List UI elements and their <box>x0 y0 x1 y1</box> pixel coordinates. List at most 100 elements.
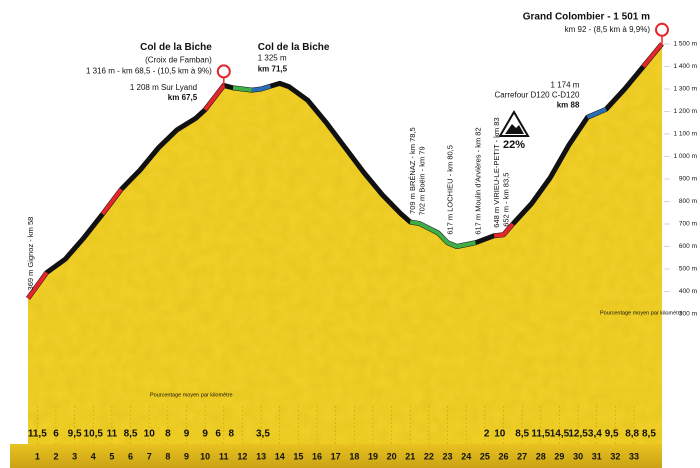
x-tick-label: 18 <box>349 451 359 461</box>
summit-annotation: Col de la Biche <box>140 42 212 53</box>
x-tick-label: 26 <box>498 451 508 461</box>
x-tick-label: 29 <box>554 451 564 461</box>
x-tick-label: 32 <box>610 451 620 461</box>
gradient-label: 11,5 <box>531 429 550 440</box>
km-band <box>10 444 662 468</box>
gradient-label: 12,5 <box>568 429 588 440</box>
x-tick-label: 14 <box>275 451 285 461</box>
summit-annotation: 1 316 m - km 68,5 - (10,5 km à 9%) <box>86 67 212 76</box>
ridge-segment <box>586 107 607 120</box>
x-tick-label: 23 <box>443 451 453 461</box>
x-tick-label: 12 <box>237 451 247 461</box>
x-tick-label: 21 <box>405 451 415 461</box>
y-tick-label: 500 m <box>679 266 697 273</box>
x-tick-label: 19 <box>368 451 378 461</box>
vertical-annotation: 709 m BRÉNAZ - km 78,5 <box>408 127 417 214</box>
gradient-label: 10 <box>494 429 506 440</box>
gradient-label: 9,5 <box>68 429 82 440</box>
gradient-label: 10,5 <box>84 429 104 440</box>
gradient-label: 11 <box>107 429 118 440</box>
x-tick-label: 9 <box>184 451 189 461</box>
gradient-label: 8 <box>165 429 171 440</box>
y-tick-label: 1 300 m <box>674 86 698 93</box>
gradient-label: 9 <box>184 429 190 440</box>
summit-icon <box>655 22 669 37</box>
gradient-label: 8 <box>228 429 234 440</box>
vertical-annotation: 652 m - km 83,5 <box>501 173 510 227</box>
annotation: km 88 <box>557 100 580 109</box>
x-tick-label: 31 <box>592 451 602 461</box>
gradient-label: 8,5 <box>515 429 529 440</box>
y-tick-label: 1 000 m <box>674 153 698 160</box>
x-tick-label: 28 <box>536 451 546 461</box>
ridge-segment <box>203 84 226 111</box>
sign-label: 22% <box>503 139 525 151</box>
x-tick-label: 30 <box>573 451 583 461</box>
x-tick-label: 13 <box>256 451 266 461</box>
y-tick-label: 300 m <box>679 311 697 318</box>
gradient-sign: 22% <box>498 110 530 151</box>
summit-annotation: km 92 - (8,5 km à 9,9%) <box>565 25 651 34</box>
x-tick-label: 1 <box>35 451 40 461</box>
y-tick-label: 1 500 m <box>674 41 698 48</box>
x-tick-label: 5 <box>109 451 114 461</box>
x-tick-label: 10 <box>200 451 210 461</box>
y-tick-label: 900 m <box>679 176 697 183</box>
annotation: km 71,5 <box>258 64 288 73</box>
y-tick-label: 400 m <box>679 288 697 295</box>
annotation: km 67,5 <box>168 93 198 102</box>
vertical-annotation: 617 m LOCHIEU - km 80,5 <box>446 145 455 235</box>
vertical-annotation: 369 m Gignoz - km 58 <box>26 217 35 291</box>
summit-icon <box>216 64 231 79</box>
summit-annotation: Grand Colombier - 1 501 m <box>523 11 650 22</box>
x-tick-label: 2 <box>53 451 58 461</box>
ridge-segment <box>493 222 515 238</box>
x-tick-label: 11 <box>219 451 229 461</box>
gradient-label: 9,5 <box>605 429 619 440</box>
x-tick-label: 33 <box>629 451 639 461</box>
gradient-label: 8,8 <box>625 429 639 440</box>
annotation: Col de la Biche <box>258 42 330 53</box>
x-tick-label: 3 <box>72 451 77 461</box>
x-tick-label: 15 <box>293 451 303 461</box>
ridge-segment <box>409 220 476 249</box>
y-tick-label: 600 m <box>679 243 697 250</box>
gradient-label: 11,5 <box>28 429 47 440</box>
gradient-label: 8,5 <box>642 429 656 440</box>
x-tick-label: 6 <box>128 451 133 461</box>
x-tick-label: 16 <box>312 451 322 461</box>
gradient-label: 10 <box>144 429 156 440</box>
y-tick-label: 800 m <box>679 198 697 205</box>
gradient-label: 6 <box>53 429 59 440</box>
vertical-annotation: 648 m VIRIEU-LE-PETIT - km 83 <box>492 117 501 227</box>
gradient-caption: Pourcentage moyen par kilomètre <box>600 310 683 316</box>
annotation: 1 174 m <box>551 80 580 89</box>
y-tick-label: 1 400 m <box>674 63 698 70</box>
gradient-caption: Pourcentage moyen par kilomètre <box>150 392 233 398</box>
profile-area <box>28 43 662 445</box>
x-tick-label: 17 <box>331 451 341 461</box>
gradient-label: 2 <box>484 429 490 440</box>
ridge-segment <box>100 188 123 216</box>
y-tick-label: 1 200 m <box>674 108 698 115</box>
y-tick-label: 1 100 m <box>674 131 698 138</box>
ridge-segment <box>251 84 271 93</box>
gradient-label: 6 <box>215 429 221 440</box>
x-tick-label: 27 <box>517 451 527 461</box>
gradient-label: 3,5 <box>256 429 270 440</box>
x-tick-label: 24 <box>461 451 471 461</box>
annotation: Carrefour D120 C-D120 <box>494 90 579 99</box>
gradient-label: 8,5 <box>124 429 138 440</box>
x-tick-label: 22 <box>424 451 434 461</box>
ridge-segment <box>26 271 49 300</box>
vertical-annotation: 702 m Boëin - km 79 <box>418 146 427 215</box>
annotation: 1 208 m Sur Lyand <box>130 83 197 92</box>
summit-annotation: (Croix de Famban) <box>145 56 212 65</box>
vertical-annotation: 617 m Moulin d'Arvières - km 82 <box>474 127 483 234</box>
gradient-label: 9 <box>202 429 208 440</box>
x-tick-label: 20 <box>387 451 397 461</box>
y-tick-label: 700 m <box>679 221 697 228</box>
ridge-segment <box>232 85 253 93</box>
gradient-label: 3,4 <box>588 429 602 440</box>
